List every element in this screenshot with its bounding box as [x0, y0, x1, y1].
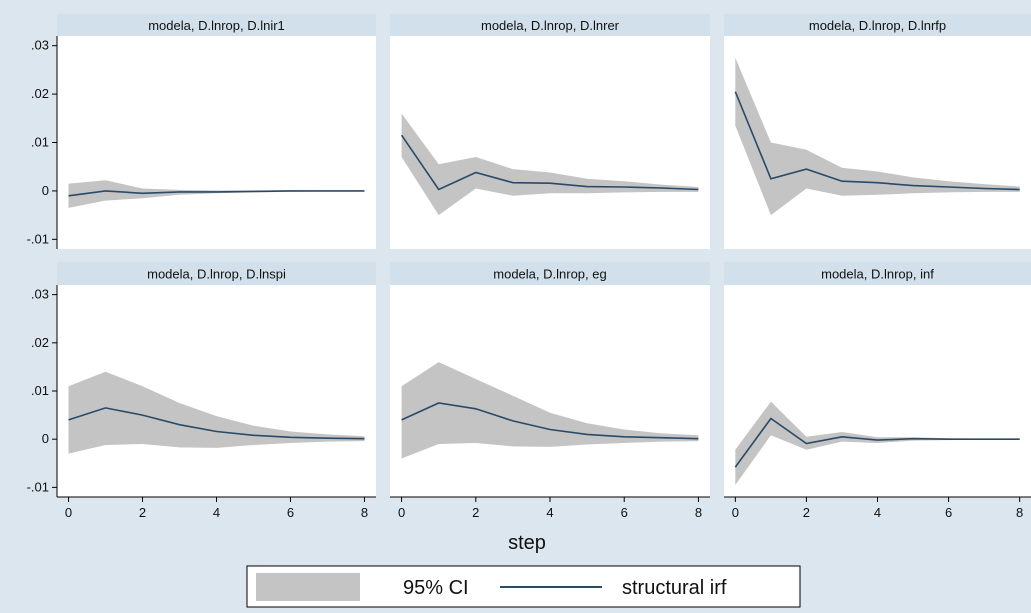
legend-irf-label: structural irf [622, 577, 727, 599]
x-tick-label: 2 [803, 505, 810, 520]
plot-region [724, 285, 1031, 497]
panel-title-strip [390, 14, 710, 36]
panel-title-strip [57, 262, 376, 285]
x-tick-label: 4 [546, 505, 553, 520]
panel-2: modela, D.lnrop, D.lnrer [390, 14, 710, 249]
y-tick-label: .03 [31, 287, 49, 302]
panel-title: modela, D.lnrop, eg [493, 267, 606, 282]
ci-band [68, 180, 365, 208]
x-tick-label: 6 [621, 505, 628, 520]
legend-ci-label: 95% CI [403, 577, 469, 599]
panel-title-strip [57, 14, 376, 36]
x-tick-label: 4 [213, 505, 220, 520]
ci-band [735, 401, 1020, 485]
panel-title: modela, D.lnrop, inf [821, 267, 934, 282]
y-tick-label: .02 [31, 335, 49, 350]
panel-title: modela, D.lnrop, D.lnrer [481, 18, 620, 33]
y-tick-label: .03 [31, 38, 49, 53]
panel-4: modela, D.lnrop, D.lnspi [57, 262, 376, 497]
y-tick-label: 0 [42, 431, 49, 446]
y-tick-label: .01 [31, 383, 49, 398]
panel-title: modela, D.lnrop, D.lnrfp [809, 18, 946, 33]
irf-line [734, 417, 1020, 468]
panel-3: modela, D.lnrop, D.lnrfp [724, 14, 1031, 249]
panel-title: modela, D.lnrop, D.lnir1 [148, 18, 285, 33]
x-tick-label: 4 [874, 505, 881, 520]
legend: 95% CI structural irf [246, 565, 801, 608]
x-tick-label: 8 [1016, 505, 1023, 520]
x-tick-label: 8 [695, 505, 702, 520]
panel-title-strip [724, 262, 1031, 285]
panel-6: modela, D.lnrop, inf [724, 262, 1031, 497]
panel-title-strip [390, 262, 710, 285]
x-tick-label: 2 [139, 505, 146, 520]
ci-band [735, 57, 1020, 216]
x-tick-label: 2 [472, 505, 479, 520]
y-tick-label: 0 [42, 183, 49, 198]
x-tick-label: 8 [361, 505, 368, 520]
irf-line [734, 91, 1020, 191]
y-tick-label: -.01 [27, 479, 49, 494]
irf-line [401, 402, 699, 440]
plot-region [390, 36, 710, 249]
y-tick-label: -.01 [27, 231, 49, 246]
plot-region [57, 36, 376, 249]
panel-title: modela, D.lnrop, D.lnspi [147, 267, 286, 282]
y-tick-label: .01 [31, 135, 49, 150]
irf-line [68, 190, 365, 197]
y-tick-label: .02 [31, 86, 49, 101]
ci-band [68, 371, 365, 454]
panel-5: modela, D.lnrop, eg [390, 262, 710, 497]
x-tick-label: 6 [287, 505, 294, 520]
ci-band [401, 113, 699, 216]
plot-region [724, 36, 1031, 249]
legend-ci-swatch [256, 573, 360, 601]
x-tick-label: 0 [65, 505, 72, 520]
x-tick-label: 6 [945, 505, 952, 520]
panel-title-strip [724, 14, 1031, 36]
panel-1: modela, D.lnrop, D.lnir1 [57, 14, 376, 249]
ci-band [401, 362, 699, 459]
x-tick-label: 0 [732, 505, 739, 520]
irf-line [400, 134, 699, 191]
x-tick-label: 0 [398, 505, 405, 520]
x-axis-title: step [508, 532, 546, 554]
irf-line [68, 407, 365, 440]
